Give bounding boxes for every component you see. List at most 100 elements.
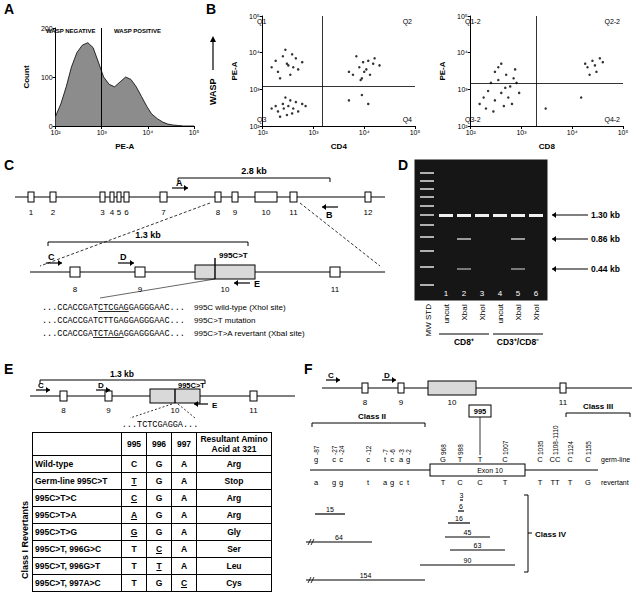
svg-text:1.3 kb: 1.3 kb: [135, 230, 161, 240]
svg-text:1108-1110: 1108-1110: [552, 425, 559, 455]
svg-text:t: t: [407, 478, 410, 487]
svg-text:988: 988: [457, 444, 464, 455]
svg-text:64: 64: [335, 534, 343, 541]
svg-text:A: A: [4, 1, 14, 17]
svg-text:11: 11: [331, 285, 340, 294]
svg-text:995C>T: 995C>T: [219, 251, 248, 260]
svg-text:C: C: [537, 455, 543, 464]
svg-text:CD4: CD4: [331, 142, 348, 151]
svg-text:MW STD: MW STD: [424, 304, 433, 337]
svg-text:4: 4: [498, 289, 503, 298]
svg-text:XbaI: XbaI: [460, 304, 469, 320]
svg-text:Q2-2: Q2-2: [604, 18, 620, 26]
svg-text:T: T: [478, 455, 483, 464]
svg-text:C: C: [585, 455, 591, 464]
svg-text:10³: 10³: [516, 129, 527, 136]
svg-text:200: 200: [41, 25, 53, 32]
svg-text:F: F: [304, 361, 313, 377]
svg-text:T: T: [458, 455, 463, 464]
svg-text:CD8: CD8: [539, 142, 556, 151]
svg-text:g: g: [390, 478, 394, 487]
svg-text:...CCACCGATCTCGAGGAGGGAAC...: ...CCACCGATCTCGAGGAGGGAAC...: [42, 303, 185, 313]
svg-text:c: c: [332, 455, 336, 464]
svg-text:2: 2: [51, 208, 56, 217]
svg-text:10⁵: 10⁵: [457, 13, 468, 20]
svg-text:G: G: [440, 455, 446, 464]
svg-text:Q4-2: Q4-2: [604, 116, 620, 124]
svg-text:90: 90: [464, 557, 472, 564]
svg-text:PE-A: PE-A: [438, 61, 447, 80]
svg-text:995C>T>A revertant (XbaI site): 995C>T>A revertant (XbaI site): [194, 329, 305, 338]
svg-text:...CCACCGATCTAGAGGAGGGAAC...: ...CCACCGATCTAGAGGAGGGAAC...: [42, 329, 185, 339]
svg-text:revertant: revertant: [601, 479, 629, 486]
svg-text:c: c: [339, 455, 343, 464]
svg-text:PE-A: PE-A: [230, 61, 239, 80]
svg-text:T: T: [503, 478, 508, 487]
svg-text:WASP POSITIVE: WASP POSITIVE: [114, 28, 161, 34]
svg-text:4: 4: [110, 208, 115, 217]
svg-text:TT: TT: [550, 478, 560, 487]
svg-text:c: c: [366, 455, 370, 464]
svg-text:Class II: Class II: [358, 412, 386, 421]
svg-text:Exon 10: Exon 10: [477, 467, 503, 474]
svg-text:10²: 10²: [466, 129, 477, 136]
svg-text:12: 12: [364, 208, 373, 217]
svg-text:T: T: [538, 478, 543, 487]
svg-text:C: C: [502, 455, 508, 464]
svg-text:g: g: [339, 478, 343, 487]
svg-text:10⁴: 10⁴: [567, 129, 578, 136]
svg-text:a: a: [383, 478, 388, 487]
svg-text:3: 3: [480, 289, 485, 298]
svg-text:XhoI: XhoI: [478, 304, 487, 320]
svg-text:a: a: [314, 478, 319, 487]
svg-text:2.8 kb: 2.8 kb: [241, 166, 267, 176]
svg-text:9: 9: [399, 398, 404, 407]
svg-text:10³: 10³: [250, 86, 261, 93]
svg-text:11: 11: [289, 208, 298, 217]
svg-text:Q4: Q4: [403, 116, 412, 124]
svg-text:Class III: Class III: [583, 402, 613, 411]
svg-text:c: c: [390, 455, 394, 464]
svg-text:6: 6: [124, 208, 129, 217]
svg-text:CC: CC: [550, 455, 561, 464]
svg-text:1124: 1124: [567, 441, 574, 455]
svg-text:8: 8: [216, 208, 221, 217]
svg-text:germ-line: germ-line: [601, 456, 630, 464]
svg-text:-24: -24: [338, 445, 345, 455]
svg-text:t: t: [367, 478, 370, 487]
svg-text:-27: -27: [331, 445, 338, 455]
svg-text:CD8⁺: CD8⁺: [454, 337, 474, 347]
svg-text:6: 6: [459, 503, 463, 510]
svg-text:10⁴: 10⁴: [359, 129, 370, 136]
svg-text:10³: 10³: [308, 129, 319, 136]
svg-text:10³: 10³: [458, 86, 469, 93]
svg-text:a: a: [399, 455, 404, 464]
svg-text:uncut: uncut: [442, 303, 451, 323]
svg-text:-87: -87: [313, 445, 320, 455]
svg-text:10⁴: 10⁴: [249, 49, 260, 56]
svg-text:9: 9: [233, 208, 238, 217]
svg-text:CD3⁺/CD8⁻: CD3⁺/CD8⁻: [497, 337, 539, 347]
svg-text:E: E: [212, 401, 218, 410]
svg-text:T: T: [568, 478, 573, 487]
svg-text:10⁵: 10⁵: [189, 129, 200, 136]
svg-text:2: 2: [462, 289, 467, 298]
svg-text:g: g: [332, 478, 336, 487]
svg-text:5: 5: [117, 208, 122, 217]
svg-text:T: T: [441, 478, 446, 487]
svg-text:...CCACCGATCTTGAGGAGGGAAC...: ...CCACCGATCTTGAGGAGGGAAC...: [42, 316, 185, 326]
svg-text:10: 10: [448, 398, 457, 407]
svg-text:10²: 10²: [51, 129, 62, 136]
svg-text:Q2: Q2: [403, 18, 412, 26]
svg-text:5: 5: [516, 289, 521, 298]
svg-text:C: C: [4, 157, 14, 173]
svg-text:G: G: [585, 478, 591, 487]
svg-text:t: t: [384, 455, 387, 464]
svg-text:1: 1: [29, 208, 34, 217]
svg-text:8: 8: [61, 406, 66, 415]
svg-text:10⁴: 10⁴: [142, 129, 153, 136]
svg-text:C: C: [38, 381, 44, 390]
svg-text:8: 8: [73, 285, 78, 294]
svg-text:3: 3: [100, 208, 105, 217]
svg-text:WASP: WASP: [208, 78, 218, 105]
